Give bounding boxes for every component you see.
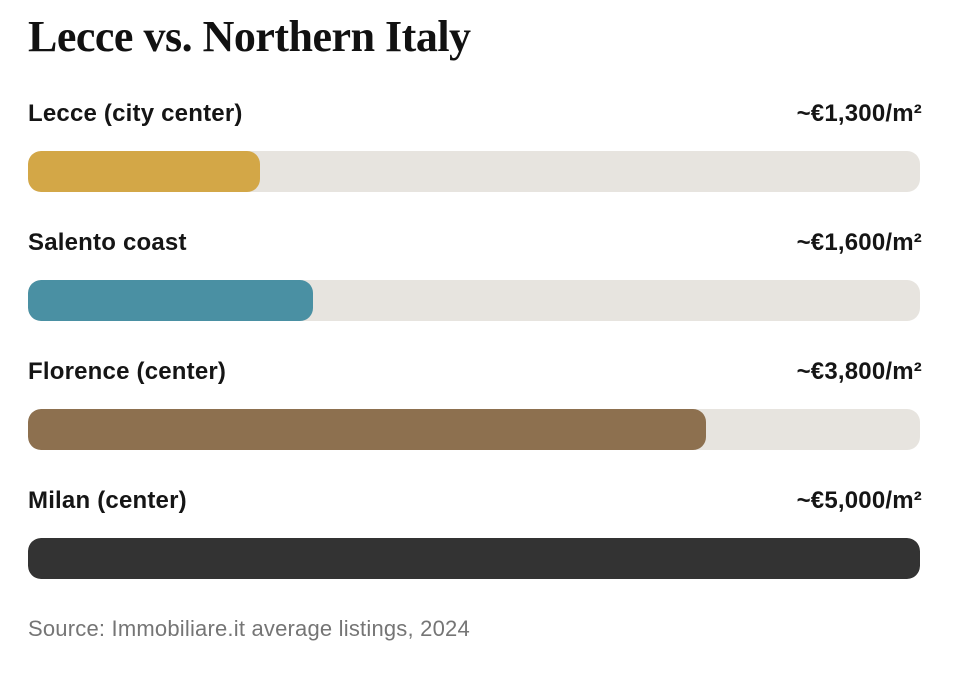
bar-value: ~€1,600/m² — [796, 228, 922, 256]
bar-track — [28, 408, 920, 450]
bar-fill — [28, 150, 260, 192]
bar-label: Milan (center) — [28, 486, 187, 514]
bar-label: Florence (center) — [28, 357, 227, 385]
bar-label: Lecce (city center) — [28, 99, 243, 127]
row-header: Milan (center) ~€5,000/m² — [28, 487, 922, 515]
bar-value: ~€3,800/m² — [796, 357, 922, 385]
source-attribution: Source: Immobiliare.it average listings,… — [28, 615, 470, 641]
bar-row-florence: Florence (center) ~€3,800/m² — [28, 358, 922, 450]
bar-row-lecce: Lecce (city center) ~€1,300/m² — [28, 100, 922, 192]
bar-row-salento: Salento coast ~€1,600/m² — [28, 229, 922, 321]
bar-track — [28, 279, 920, 321]
bar-row-milan: Milan (center) ~€5,000/m² — [28, 487, 922, 579]
row-header: Lecce (city center) ~€1,300/m² — [28, 100, 922, 128]
bar-fill — [28, 279, 314, 321]
bar-rows: Lecce (city center) ~€1,300/m² Salento c… — [28, 100, 922, 579]
bar-track — [28, 537, 920, 579]
chart-title: Lecce vs. Northern Italy — [28, 12, 471, 61]
bar-fill — [28, 537, 920, 579]
bar-label: Salento coast — [28, 228, 187, 256]
bar-value: ~€5,000/m² — [796, 486, 922, 514]
row-header: Salento coast ~€1,600/m² — [28, 229, 922, 257]
bar-value: ~€1,300/m² — [796, 99, 922, 127]
row-header: Florence (center) ~€3,800/m² — [28, 358, 922, 386]
bar-track — [28, 150, 920, 192]
bar-fill — [28, 408, 706, 450]
